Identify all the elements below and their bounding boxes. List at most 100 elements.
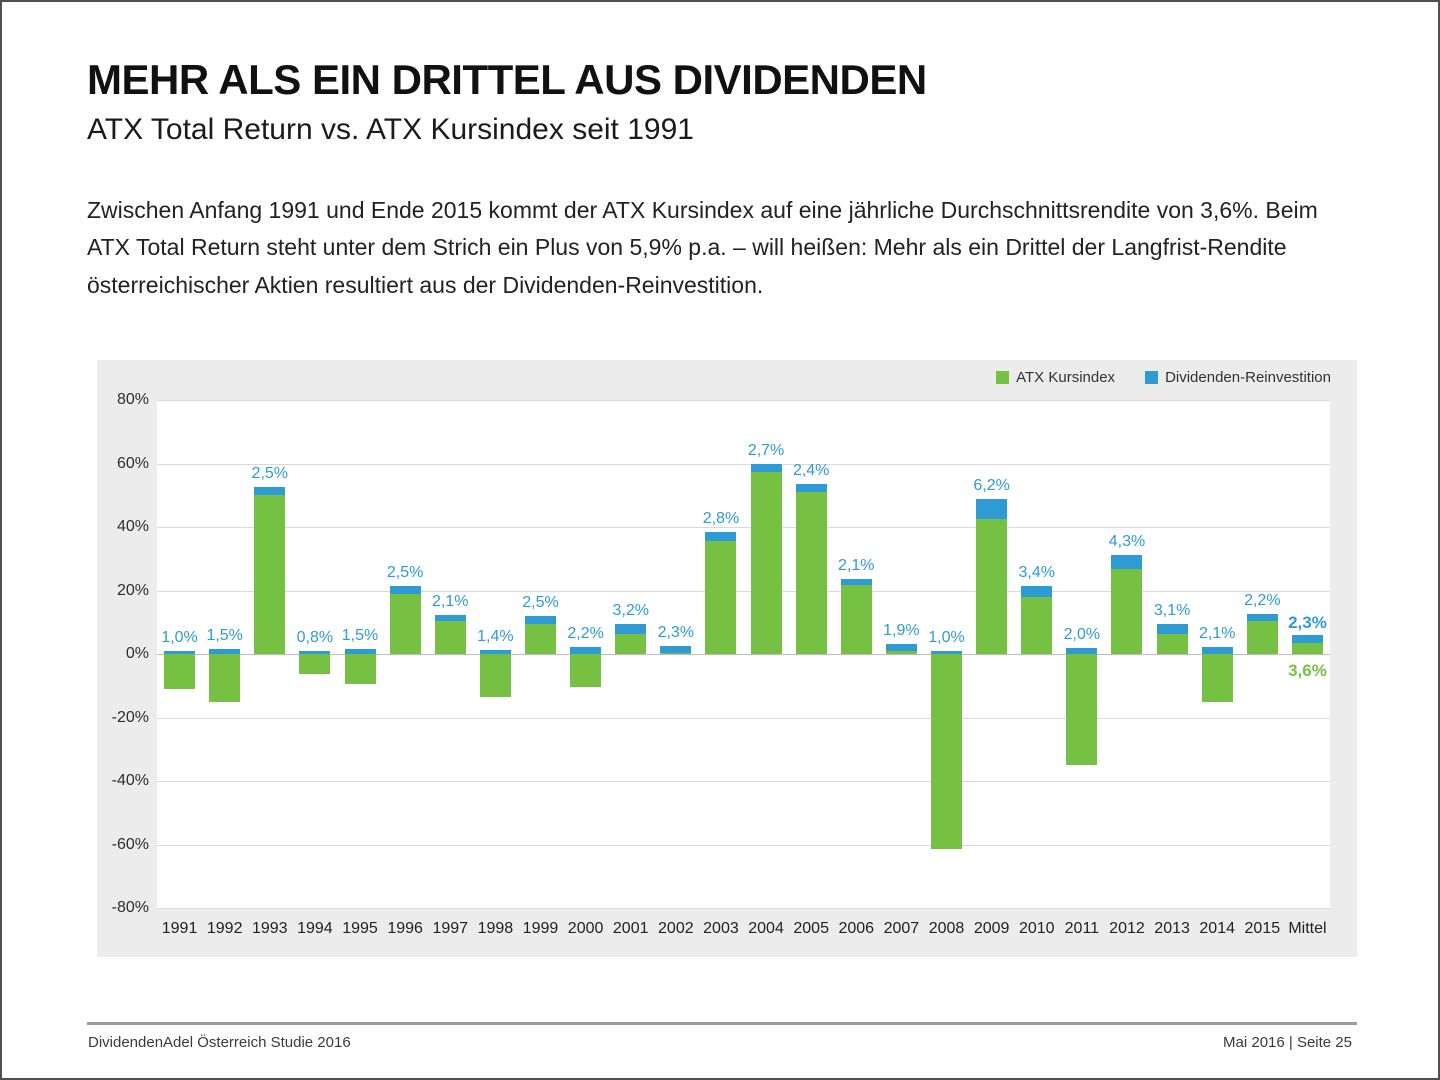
- bar-kursindex-1998: [479, 654, 511, 697]
- kursindex-swatch-icon: [996, 371, 1010, 384]
- legend-label-reinvestition: Dividenden-Reinvestition: [1165, 369, 1331, 386]
- x-axis-tick-label: 1994: [297, 920, 333, 937]
- bar-reinvestition-2006: [840, 578, 872, 586]
- bar-kursindex-1997: [434, 621, 466, 654]
- x-axis-tick-label: 2015: [1244, 920, 1281, 937]
- bar-value-label: 2,7%: [747, 441, 785, 459]
- x-axis-tick-label: 2011: [1064, 920, 1100, 937]
- legend-label-kursindex: ATX Kursindex: [1016, 369, 1116, 386]
- x-axis-tick-label: 1998: [477, 920, 514, 937]
- bar-value-label: 2,5%: [251, 464, 289, 482]
- gridline: [157, 463, 1330, 465]
- gridline: [157, 654, 1330, 655]
- x-axis-tick-label: 2009: [973, 920, 1010, 937]
- y-axis-tick-label: 40%: [116, 518, 149, 535]
- x-axis-tick-label: 2004: [748, 920, 784, 937]
- bar-value-label: 1,5%: [341, 627, 379, 645]
- bar-kursindex-2006: [840, 585, 872, 654]
- bar-value-label: 1,5%: [206, 627, 243, 645]
- y-axis-tick-label: -80%: [111, 899, 149, 916]
- gridline: [157, 781, 1330, 782]
- header: MEHR ALS EIN DRITTEL AUS DIVIDENDEN ATX …: [87, 56, 1353, 304]
- bar-kursindex-1999: [524, 623, 556, 654]
- bar-kursindex-Mittel: [1291, 642, 1323, 654]
- bar-reinvestition-2002: [660, 646, 692, 654]
- intro-paragraph: Zwischen Anfang 1991 und Ende 2015 kommt…: [87, 197, 1318, 298]
- bar-kursindex-2001: [615, 633, 647, 654]
- gridline: [157, 400, 1330, 401]
- bar-value-label: 1,0%: [928, 628, 965, 646]
- bar-value-label: 2,3%: [1288, 613, 1327, 633]
- bar-reinvestition-2000: [570, 647, 602, 654]
- x-axis-tick-label: 1999: [522, 920, 559, 937]
- bar-value-label: 2,8%: [702, 509, 740, 527]
- x-axis-tick-label: 2010: [1018, 920, 1055, 937]
- gridline: [157, 844, 1330, 846]
- plot-area: 1,0% 1991 1,5% 1992 2,5% 1993 0,8% 1994 1,5% 1995…: [157, 400, 1330, 937]
- gridline: [157, 527, 1330, 528]
- bar-reinvestition-1998: [479, 649, 511, 654]
- bar-value-label: 2,2%: [1244, 591, 1281, 609]
- bar-reinvestition-1992: [209, 649, 241, 654]
- bar-reinvestition-2001: [615, 623, 647, 634]
- bar-value-label: 2,2%: [567, 625, 604, 642]
- gridline: [157, 590, 1330, 592]
- reinvestition-swatch-icon: [1145, 371, 1159, 384]
- bar-value-label: 1,0%: [161, 628, 198, 646]
- gridline: [157, 908, 1330, 909]
- bar-reinvestition-Mittel: [1291, 635, 1323, 643]
- mittel-kursindex-label: 3,6%: [1288, 661, 1327, 680]
- bar-value-label: 6,2%: [973, 477, 1010, 495]
- y-axis-tick-label: 60%: [116, 454, 149, 472]
- x-axis-tick-label: 1993: [251, 920, 288, 937]
- bar-kursindex-2000: [570, 654, 602, 688]
- bar-reinvestition-1991: [164, 650, 196, 654]
- bar-reinvestition-2012: [1111, 554, 1143, 569]
- bar-kursindex-2008: [931, 654, 963, 850]
- bar-kursindex-2011: [1066, 654, 1098, 765]
- bar-reinvestition-2007: [885, 644, 917, 651]
- bar-value-label: 4,3%: [1108, 532, 1146, 550]
- bar-reinvestition-1999: [524, 615, 556, 624]
- x-axis-tick-label: 2002: [658, 920, 694, 937]
- x-axis-tick-label: 1997: [432, 920, 469, 937]
- bar-kursindex-2010: [1021, 596, 1053, 654]
- x-axis-tick-label: 1995: [342, 920, 378, 937]
- bar-kursindex-2003: [705, 540, 737, 654]
- bar-value-label: 2,1%: [1198, 625, 1236, 643]
- x-axis-tick-label: 2006: [838, 920, 875, 937]
- x-axis-tick-label: 2014: [1199, 920, 1235, 937]
- y-axis-tick-label: 0%: [125, 645, 149, 662]
- bar-value-label: 1,4%: [477, 627, 514, 645]
- bar-kursindex-2014: [1201, 654, 1233, 702]
- x-axis-tick-label: 2003: [703, 920, 739, 937]
- bar-value-label: 2,0%: [1063, 625, 1101, 643]
- y-axis-tick-label: 80%: [116, 391, 149, 408]
- y-axis-tick-label: -60%: [111, 835, 149, 853]
- bar-value-label: 2,1%: [838, 556, 875, 574]
- bar-reinvestition-1993: [254, 486, 286, 495]
- bar-value-label: 2,5%: [522, 593, 559, 611]
- bar-reinvestition-2004: [750, 463, 782, 473]
- bar-kursindex-2005: [795, 492, 827, 654]
- bar-kursindex-1994: [299, 654, 331, 675]
- bar-reinvestition-2014: [1201, 647, 1233, 654]
- x-axis-tick-label: 2012: [1109, 920, 1145, 937]
- x-axis-tick-label: 1996: [387, 920, 423, 937]
- bar-value-label: 2,3%: [657, 624, 695, 642]
- bar-reinvestition-2003: [705, 531, 737, 541]
- bar-kursindex-2013: [1156, 633, 1188, 654]
- y-axis-tick-label: -20%: [111, 708, 149, 726]
- bar-kursindex-2007: [885, 650, 917, 654]
- page-title: MEHR ALS EIN DRITTEL AUS DIVIDENDEN: [87, 56, 927, 103]
- bar-reinvestition-2008: [931, 650, 963, 654]
- footer-page-info: Mai 2016 | Seite 25: [1223, 1034, 1352, 1051]
- bar-kursindex-2004: [750, 472, 782, 654]
- gridline: [157, 717, 1330, 719]
- x-axis-tick-label: 1991: [161, 920, 198, 937]
- legend-item-reinvestition: Dividenden-Reinvestition: [1145, 369, 1331, 386]
- bar-reinvestition-2010: [1021, 586, 1053, 597]
- bar-kursindex-1993: [254, 494, 286, 654]
- bar-kursindex-1996: [389, 593, 421, 654]
